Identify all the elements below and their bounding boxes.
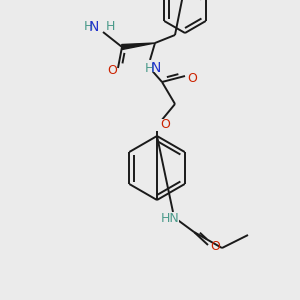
Text: N: N [88, 20, 99, 34]
Text: H: H [106, 20, 116, 34]
Text: N: N [151, 61, 161, 75]
Text: H: H [144, 61, 154, 74]
Text: O: O [187, 71, 197, 85]
Polygon shape [122, 43, 155, 50]
Text: O: O [107, 64, 117, 77]
Text: O: O [160, 118, 170, 131]
FancyBboxPatch shape [141, 60, 159, 72]
FancyBboxPatch shape [161, 212, 179, 224]
Text: H: H [84, 20, 93, 34]
Text: HN: HN [160, 212, 179, 224]
Text: O: O [210, 241, 220, 254]
FancyBboxPatch shape [154, 119, 166, 131]
